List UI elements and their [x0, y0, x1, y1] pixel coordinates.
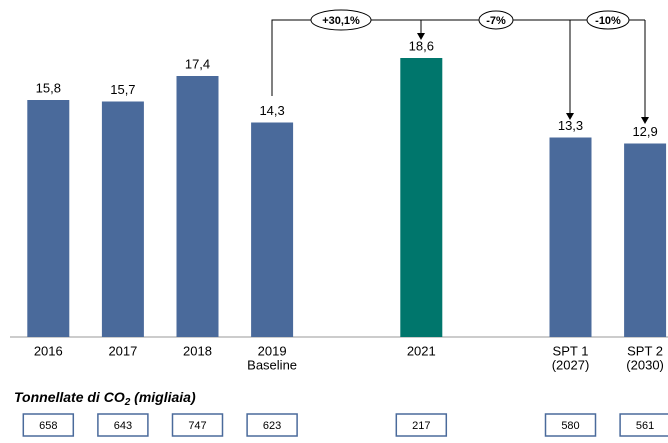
bar [400, 58, 443, 337]
x-tick-label: 2018 [183, 343, 212, 358]
value-label: 18,6 [409, 38, 434, 53]
annotation: +30,1% [322, 15, 360, 27]
emission-box [171, 413, 224, 437]
annotation-oval [310, 9, 372, 31]
bar [27, 100, 70, 337]
x-tick-label: 2019 [258, 343, 287, 358]
value-label: 15,7 [110, 82, 135, 97]
bracket-line [271, 19, 645, 96]
x-tick-sublabel: (2030) [626, 357, 664, 372]
x-tick-sublabel: Baseline [247, 357, 297, 372]
emission-box [97, 413, 149, 437]
x-tick-label: SPT 2 [627, 343, 663, 358]
arrow-heads [417, 33, 649, 124]
bar [624, 143, 667, 337]
emissions-label-sub: 2 [124, 397, 131, 408]
emissions-label: Tonnellate di CO2 (migliaia) [14, 389, 196, 408]
x-tick-label: 2021 [407, 343, 436, 358]
change-brackets [271, 19, 646, 118]
annotation: -7% [486, 15, 506, 27]
emissions-label-text: Tonnellate di CO [14, 389, 125, 405]
x-tick-label: SPT 1 [553, 343, 589, 358]
emission-value: 658 [39, 420, 57, 432]
emission-box [395, 413, 448, 437]
emission-value: 623 [263, 420, 281, 432]
value-label: 15,8 [36, 80, 61, 95]
emission-box [22, 413, 75, 437]
value-label: 17,4 [185, 56, 210, 71]
emission-value: 747 [188, 420, 206, 432]
x-tick-sublabel: (2027) [552, 357, 590, 372]
bar [251, 122, 294, 337]
emission-box [246, 413, 298, 437]
x-tick-label: 2017 [108, 343, 137, 358]
emissions-label-suffix: (migliaia) [130, 389, 196, 405]
arrow-head [641, 117, 649, 124]
emission-box [544, 413, 597, 437]
value-label: 12,9 [632, 124, 657, 139]
emission-value: 561 [636, 420, 654, 432]
annotation-oval [478, 10, 514, 30]
arrow-head [566, 113, 574, 120]
emission-box [619, 413, 668, 437]
bar [176, 76, 219, 337]
value-label: 14,3 [259, 103, 284, 118]
bar [549, 137, 592, 337]
value-label: 13,3 [558, 118, 583, 133]
bar [101, 101, 144, 337]
arrow-head [417, 33, 425, 40]
emission-value: 217 [412, 420, 430, 432]
annotation: -10% [595, 15, 621, 27]
emission-value: 643 [114, 420, 132, 432]
emission-value: 580 [561, 420, 579, 432]
x-tick-label: 2016 [34, 343, 63, 358]
annotation-oval [586, 10, 630, 30]
